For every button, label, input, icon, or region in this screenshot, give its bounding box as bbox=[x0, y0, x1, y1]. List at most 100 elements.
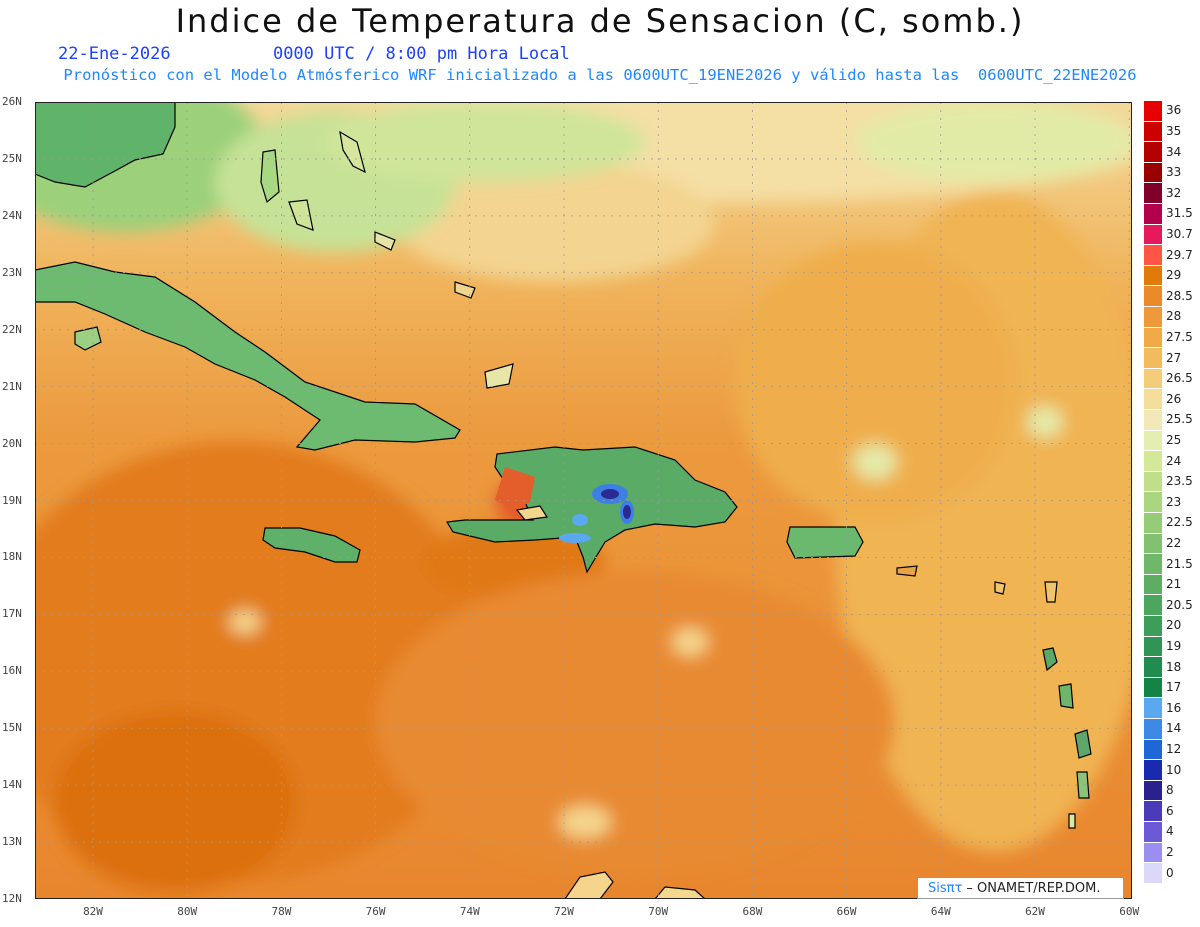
legend-label: 28 bbox=[1166, 309, 1182, 324]
legend-swatch bbox=[1144, 347, 1162, 368]
latitude-label: 20N bbox=[2, 436, 22, 450]
legend-label: 27 bbox=[1166, 350, 1182, 365]
legend-swatch bbox=[1144, 388, 1162, 409]
legend-swatch bbox=[1144, 367, 1162, 389]
legend-swatch bbox=[1144, 470, 1162, 492]
legend-swatch bbox=[1144, 635, 1162, 657]
lesser-antilles bbox=[1042, 647, 1058, 672]
legend-swatch bbox=[1144, 429, 1162, 451]
latitude-label: 21N bbox=[2, 379, 22, 393]
land-masses bbox=[35, 102, 1092, 899]
legend-swatch bbox=[1144, 512, 1162, 533]
bahamas-andros bbox=[260, 149, 280, 204]
legend-label: 0 bbox=[1166, 865, 1174, 880]
legend-label: 31.5 bbox=[1166, 206, 1193, 221]
legend-label: 29 bbox=[1166, 268, 1182, 283]
latitude-label: 23N bbox=[2, 265, 22, 279]
legend-swatch bbox=[1144, 738, 1162, 760]
legend-label: 24 bbox=[1166, 453, 1182, 468]
legend-swatch bbox=[1144, 656, 1162, 677]
legend-label: 33 bbox=[1166, 165, 1182, 180]
legend-swatch bbox=[1144, 409, 1162, 430]
latitude-label: 12N bbox=[2, 892, 22, 905]
legend-swatch bbox=[1144, 615, 1162, 636]
legend-swatch bbox=[1144, 450, 1162, 471]
legend-swatch bbox=[1144, 532, 1162, 554]
latitude-label: 16N bbox=[2, 664, 22, 678]
legend-label: 25.5 bbox=[1166, 412, 1193, 427]
legend-label: 23.5 bbox=[1166, 474, 1193, 489]
legend-label: 21.5 bbox=[1166, 556, 1193, 571]
venezuela-coast bbox=[564, 871, 614, 899]
legend-swatch bbox=[1144, 718, 1162, 739]
legend-swatch bbox=[1144, 779, 1162, 801]
credit-text: – ONAMET/REP.DOM. bbox=[962, 881, 1101, 896]
legend-label: 10 bbox=[1166, 762, 1182, 777]
legend-label: 36 bbox=[1166, 103, 1182, 118]
credit-box: Sisπτ – ONAMET/REP.DOM. bbox=[917, 877, 1124, 899]
legend-label: 20 bbox=[1166, 618, 1182, 633]
date-time-line: 22-Ene-2026 0000 UTC / 8:00 pm Hora Loca… bbox=[58, 44, 570, 64]
longitude-label: 74W bbox=[459, 905, 480, 918]
legend-swatch bbox=[1144, 553, 1162, 574]
longitude-label: 80W bbox=[177, 905, 198, 918]
legend-swatch bbox=[1144, 594, 1162, 615]
longitude-label: 72W bbox=[554, 905, 574, 918]
latitude-label: 22N bbox=[2, 322, 22, 336]
legend-swatch bbox=[1144, 264, 1162, 286]
legend-swatch bbox=[1144, 491, 1162, 512]
forecast-time: 0000 UTC / 8:00 pm Hora Local bbox=[272, 44, 570, 64]
latitude-label: 14N bbox=[2, 778, 22, 792]
legend-swatch bbox=[1144, 141, 1162, 162]
legend-label: 34 bbox=[1166, 144, 1182, 159]
legend-label: 35 bbox=[1166, 123, 1182, 138]
legend-label: 16 bbox=[1166, 700, 1182, 715]
legend-swatch bbox=[1144, 676, 1162, 698]
legend-label: 19 bbox=[1166, 638, 1182, 653]
sispi-logo: Sisπτ bbox=[928, 881, 963, 896]
legend-label: 22.5 bbox=[1166, 515, 1193, 530]
legend-label: 27.5 bbox=[1166, 329, 1193, 344]
map-title: Indice de Temperatura de Sensacion (C, s… bbox=[175, 2, 1025, 40]
longitude-label: 68W bbox=[742, 905, 763, 918]
legend-swatch bbox=[1144, 800, 1162, 821]
legend-label: 4 bbox=[1166, 824, 1174, 839]
latitude-label: 19N bbox=[2, 493, 22, 507]
forecast-date: 22-Ene-2026 bbox=[58, 44, 171, 64]
florida bbox=[35, 102, 176, 188]
graticule bbox=[35, 102, 1132, 899]
legend-swatch bbox=[1144, 161, 1162, 183]
legend-label: 17 bbox=[1166, 680, 1182, 695]
legend-label: 28.5 bbox=[1166, 288, 1193, 303]
legend-label: 30.7 bbox=[1166, 226, 1193, 241]
longitude-label: 66W bbox=[836, 905, 857, 918]
legend-swatch bbox=[1144, 100, 1162, 121]
legend-swatch bbox=[1144, 326, 1162, 348]
puerto-rico bbox=[786, 526, 864, 559]
latitude-label: 26N bbox=[2, 95, 22, 108]
longitude-label: 78W bbox=[271, 905, 292, 918]
longitude-label: 62W bbox=[1025, 905, 1045, 918]
legend-label: 25 bbox=[1166, 432, 1182, 447]
longitude-label: 70W bbox=[648, 905, 669, 918]
legend-swatch bbox=[1144, 821, 1162, 842]
latitude-label: 18N bbox=[2, 550, 22, 564]
legend-swatch bbox=[1144, 306, 1162, 327]
latitude-label: 17N bbox=[2, 607, 22, 621]
legend-label: 21 bbox=[1166, 577, 1182, 592]
legend-swatch bbox=[1144, 841, 1162, 863]
legend-label: 18 bbox=[1166, 659, 1182, 674]
color-legend bbox=[1144, 100, 1162, 883]
legend-label: 26.5 bbox=[1166, 371, 1193, 386]
legend-label: 6 bbox=[1166, 803, 1174, 818]
longitude-label: 64W bbox=[930, 905, 951, 918]
legend-label: 20.5 bbox=[1166, 597, 1193, 612]
latitude-label: 25N bbox=[2, 151, 22, 165]
legend-label: 8 bbox=[1166, 783, 1174, 798]
legend-label: 22 bbox=[1166, 535, 1182, 550]
legend-swatch bbox=[1144, 120, 1162, 142]
legend-swatch bbox=[1144, 697, 1162, 718]
legend-label: 26 bbox=[1166, 391, 1182, 406]
legend-swatch bbox=[1144, 223, 1162, 245]
latitude-label: 24N bbox=[2, 208, 22, 222]
